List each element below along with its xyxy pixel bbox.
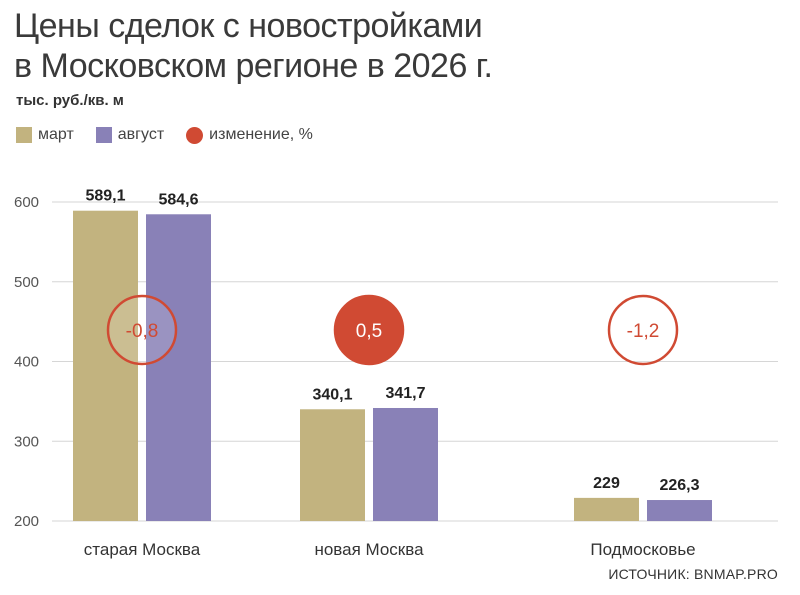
chart-legend: март август изменение, % [16, 126, 335, 144]
legend-dot-change [186, 126, 204, 144]
chart-units: тыс. руб./кв. м [16, 92, 124, 109]
change-circle [106, 294, 178, 366]
y-tick-label: 200 [14, 513, 39, 530]
bar-august [647, 500, 712, 521]
x-category-label: новая Москва [314, 540, 424, 559]
x-category-label: старая Москва [84, 540, 201, 559]
change-label: -0,8 [126, 321, 159, 342]
data-label-march: 229 [593, 475, 620, 492]
data-label-august: 226,3 [659, 477, 699, 494]
change-circle [333, 294, 405, 366]
y-tick-label: 500 [14, 274, 39, 291]
y-tick-label: 600 [14, 194, 39, 211]
data-label-march: 589,1 [85, 188, 125, 205]
change-label: 0,5 [356, 321, 382, 342]
legend-label-change: изменение, % [209, 126, 313, 143]
bar-march [73, 210, 138, 521]
data-label-march: 340,1 [312, 386, 352, 403]
change-circle [607, 294, 679, 366]
chart-title-line-1: Цены сделок с новостройками [14, 7, 483, 45]
legend-label-august: август [117, 126, 165, 143]
bar-august [146, 214, 211, 521]
source-credit: ИСТОЧНИК: BNMAP.PRO [608, 566, 778, 582]
legend-swatch-august [95, 127, 112, 143]
x-category-label: Подмосковье [590, 540, 695, 559]
bar-august [373, 407, 438, 521]
chart-title-line-2: в Московском регионе в 2026 г. [14, 47, 493, 85]
change-label: -1,2 [627, 321, 660, 342]
y-tick-label: 400 [14, 354, 39, 371]
data-label-august: 341,7 [385, 385, 425, 402]
legend-swatch-march [16, 127, 32, 143]
bar-march [574, 497, 639, 521]
y-tick-label: 300 [14, 433, 39, 450]
data-label-august: 584,6 [158, 191, 198, 208]
chart-title: Цены сделок с новостройками в Московском… [14, 6, 493, 86]
bar-march [300, 409, 365, 521]
legend-item-change: изменение, % [186, 126, 313, 144]
legend-label-march: март [38, 126, 74, 143]
legend-item-march: март [16, 126, 74, 144]
legend-item-august: август [95, 126, 165, 144]
